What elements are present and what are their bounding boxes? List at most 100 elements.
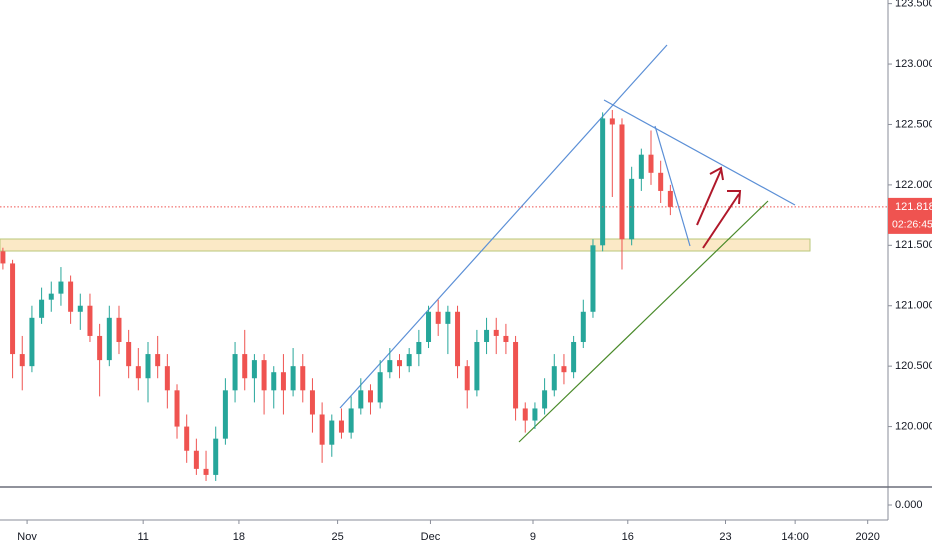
candle-body (551, 366, 557, 391)
y-tick-label: 121.000 (895, 300, 932, 312)
candle-body (619, 124, 625, 240)
y-tick-label: 0.000 (895, 499, 923, 511)
candle-body (319, 414, 325, 445)
candle-body (309, 390, 315, 415)
candle-body (261, 360, 267, 391)
candle-body (0, 251, 6, 264)
y-tick-label: 123.000 (895, 58, 932, 70)
candle-body (377, 372, 383, 403)
candle-body (648, 154, 654, 173)
arrow (696, 166, 724, 226)
y-tick-label: 122.500 (895, 118, 932, 130)
candle-body (503, 335, 509, 342)
candle-body (126, 341, 132, 367)
candle-body (658, 172, 664, 191)
x-tick-label: Dec (421, 531, 441, 543)
trend-line (654, 125, 691, 247)
candle-body (629, 178, 635, 240)
candle-body (77, 305, 83, 312)
candle-body (348, 408, 354, 433)
x-tick-label: 18 (233, 531, 245, 543)
candle-body (184, 426, 190, 451)
candle-body (155, 354, 161, 367)
y-tick-label: 122.000 (895, 179, 932, 191)
candle-body (397, 360, 403, 367)
candle-body (532, 408, 538, 421)
x-tick-label: 11 (137, 531, 148, 543)
x-tick-label: 23 (719, 531, 731, 543)
y-tick-label: 123.500 (895, 0, 932, 10)
candle-body (542, 390, 548, 409)
candle-body (145, 354, 151, 379)
candle-body (222, 390, 228, 439)
x-tick-label: Nov (17, 531, 37, 543)
candle-body (338, 420, 344, 433)
candle-body (561, 366, 567, 373)
trend-line (339, 44, 668, 409)
candle-body (600, 118, 606, 246)
candle-body (213, 438, 219, 475)
candle-body (445, 311, 451, 324)
x-tick-label: 16 (622, 531, 634, 543)
arrow (702, 190, 742, 249)
candle-body (290, 366, 296, 391)
candle-body (474, 341, 480, 391)
candles (0, 109, 673, 481)
candle-body (329, 420, 335, 445)
last-price-box (888, 197, 932, 234)
candle-body (29, 317, 35, 367)
candle-body (609, 118, 615, 125)
candle-body (667, 190, 673, 207)
countdown-label: 02:26:45 (892, 219, 932, 231)
candle-body (358, 390, 364, 409)
x-tick-label: 2020 (855, 531, 879, 543)
candle-body (116, 317, 122, 342)
candle-body (406, 354, 412, 367)
candle-body (164, 366, 170, 391)
candle-body (135, 366, 141, 379)
candle-body (58, 281, 64, 294)
candle-body (580, 311, 586, 342)
candle-body (493, 329, 499, 336)
candle-body (271, 372, 277, 391)
y-tick-label: 121.500 (895, 239, 932, 251)
last-price-label: 121.818 (895, 201, 932, 213)
x-tick-label: 25 (331, 531, 343, 543)
candle-body (522, 408, 528, 421)
candle-body (39, 299, 45, 318)
y-tick-label: 120.000 (895, 420, 932, 432)
candle-body (571, 341, 577, 373)
candle-body (638, 154, 644, 179)
candle-body (106, 317, 112, 361)
x-tick-label: 9 (530, 531, 536, 543)
candle-body (464, 366, 470, 391)
candle-body (242, 354, 248, 379)
candle-body (280, 372, 286, 391)
candle-body (484, 329, 490, 342)
candle-body (367, 390, 373, 403)
candle-body (513, 341, 519, 409)
candle-body (426, 311, 432, 342)
candle-body (97, 335, 103, 361)
candle-body (251, 360, 257, 379)
support-zone (0, 238, 811, 252)
candle-body (203, 468, 209, 475)
trend-line (603, 99, 796, 206)
candle-body (68, 281, 74, 312)
y-tick-label: 120.500 (895, 360, 932, 372)
x-tick-label: 14:00 (781, 531, 809, 543)
candle-body (590, 245, 596, 312)
candle-body (435, 311, 441, 324)
candle-body (19, 354, 25, 367)
candle-body (416, 341, 422, 355)
candle-body (193, 450, 199, 469)
candle-body (387, 360, 393, 373)
candle-body (87, 305, 93, 336)
candle-body (174, 390, 180, 427)
candle-body (48, 293, 54, 300)
candle-body (300, 366, 306, 391)
candle-body (455, 311, 461, 367)
trend-line (518, 200, 769, 443)
candle-body (232, 354, 238, 391)
